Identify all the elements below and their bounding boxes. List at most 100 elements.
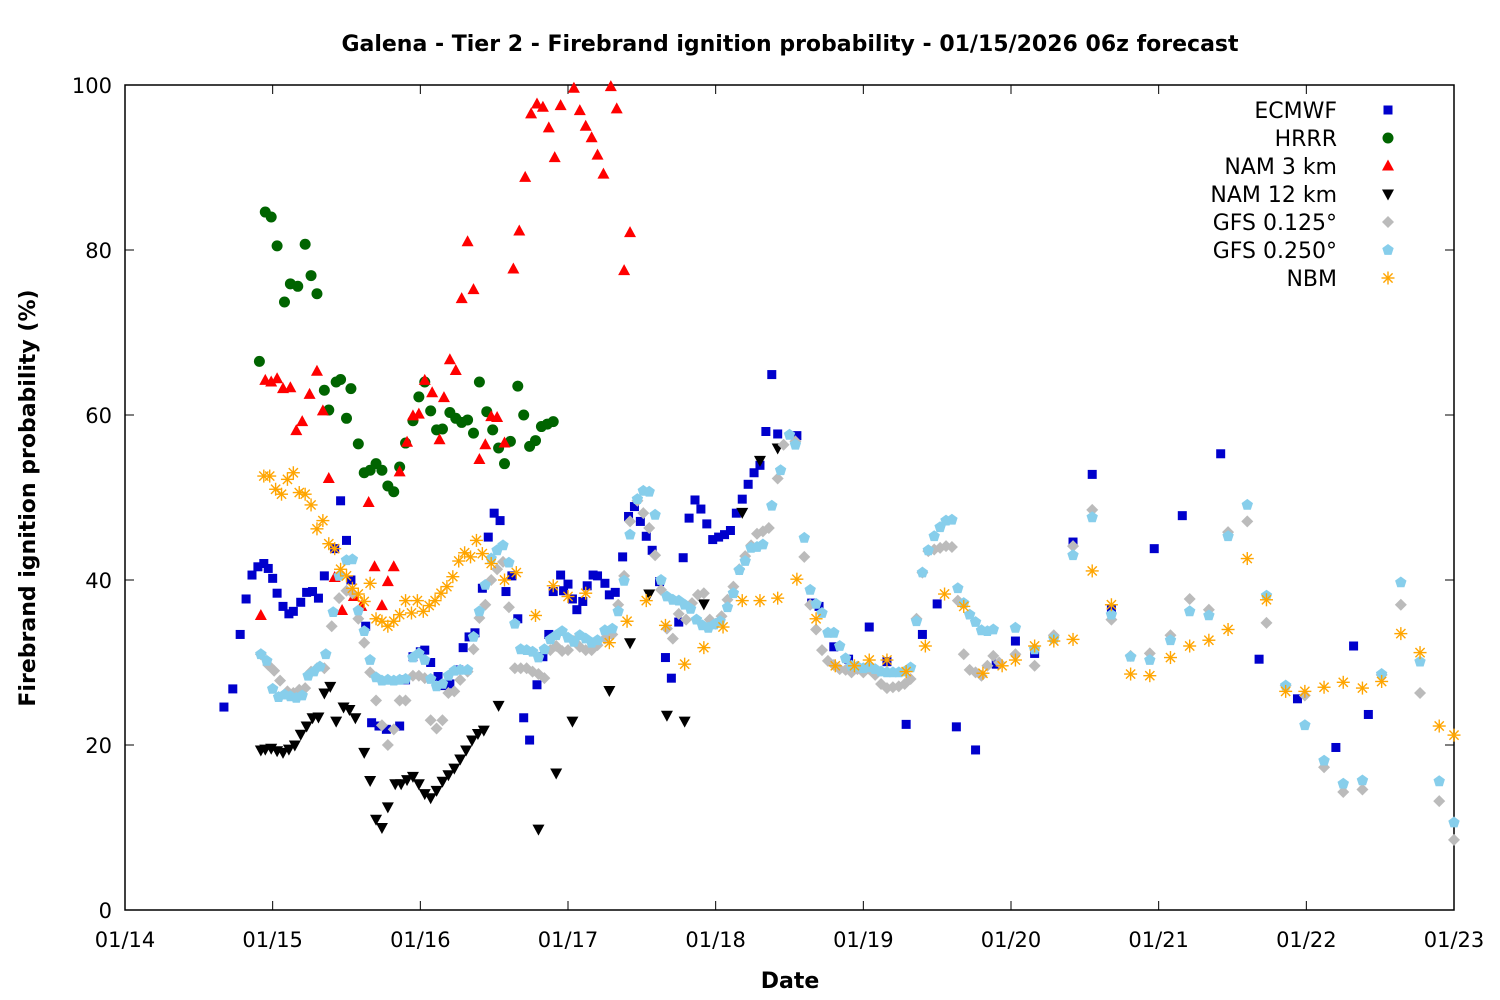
data-point xyxy=(753,455,766,467)
data-point xyxy=(643,485,655,497)
x-tick-label: 01/19 xyxy=(833,928,894,952)
data-point xyxy=(624,515,637,528)
x-tick-label: 01/23 xyxy=(1424,928,1485,952)
data-point xyxy=(399,673,412,684)
data-point xyxy=(340,569,353,583)
data-point xyxy=(1432,719,1446,733)
data-point xyxy=(735,594,749,608)
data-point xyxy=(547,416,559,428)
data-point xyxy=(1124,650,1137,662)
data-point xyxy=(910,615,923,627)
data-point xyxy=(737,494,747,504)
data-point xyxy=(880,653,894,667)
data-point xyxy=(445,679,455,689)
data-point xyxy=(430,722,443,735)
data-point xyxy=(449,363,462,375)
data-point xyxy=(674,617,684,627)
data-point xyxy=(395,721,405,731)
data-point xyxy=(563,579,573,589)
data-point xyxy=(620,614,634,628)
data-point xyxy=(561,590,575,603)
data-point xyxy=(467,427,479,439)
data-point xyxy=(358,747,371,759)
data-point xyxy=(284,381,297,393)
data-point xyxy=(839,652,852,664)
data-point xyxy=(1241,498,1253,510)
data-point xyxy=(393,608,407,622)
data-point xyxy=(1104,598,1118,612)
data-point xyxy=(498,573,512,587)
data-points xyxy=(219,80,1461,846)
data-point xyxy=(333,592,346,605)
data-point xyxy=(497,539,509,551)
data-point xyxy=(327,606,339,617)
data-point xyxy=(624,511,634,521)
data-point xyxy=(454,754,467,766)
data-point xyxy=(618,552,628,562)
data-point xyxy=(987,623,999,635)
data-point xyxy=(278,601,288,611)
data-point xyxy=(263,469,277,483)
data-point xyxy=(1183,592,1196,605)
data-point xyxy=(562,644,574,657)
data-point xyxy=(363,576,377,590)
data-point xyxy=(464,550,478,564)
data-point xyxy=(247,570,257,580)
series-nam-12-km xyxy=(254,443,784,836)
x-axis-label: Date xyxy=(761,969,820,994)
data-point xyxy=(265,375,278,387)
data-point xyxy=(483,532,493,542)
data-point xyxy=(766,499,778,511)
data-point xyxy=(399,694,412,707)
data-point xyxy=(446,570,460,584)
data-point xyxy=(495,516,505,526)
data-point xyxy=(361,621,371,631)
data-point xyxy=(774,464,787,476)
data-point xyxy=(401,775,414,787)
data-point xyxy=(357,594,371,608)
data-point xyxy=(672,607,685,620)
data-point xyxy=(678,716,691,728)
data-point xyxy=(597,167,610,179)
data-point xyxy=(804,583,816,595)
plot-area xyxy=(124,84,1455,911)
data-point xyxy=(666,673,676,683)
data-point xyxy=(783,428,796,440)
legend-marker xyxy=(1382,189,1394,201)
data-point xyxy=(358,625,370,636)
data-point xyxy=(721,601,734,613)
data-point xyxy=(731,508,741,518)
data-point xyxy=(406,771,419,783)
data-point xyxy=(981,659,994,672)
x-tick-label: 01/16 xyxy=(390,928,451,952)
data-point xyxy=(292,280,304,292)
data-point xyxy=(922,544,934,556)
data-point xyxy=(381,575,394,587)
data-point xyxy=(1241,515,1254,528)
data-point xyxy=(318,688,331,700)
data-point xyxy=(532,824,545,836)
data-point xyxy=(336,496,346,506)
data-point xyxy=(1047,634,1061,648)
data-point xyxy=(272,588,282,598)
data-point xyxy=(304,498,318,512)
data-point xyxy=(708,535,718,545)
x-tick-label: 01/21 xyxy=(1128,928,1189,952)
data-point xyxy=(424,793,437,805)
data-point xyxy=(277,747,290,759)
data-point xyxy=(1164,634,1177,646)
data-point xyxy=(1067,549,1079,561)
data-point xyxy=(311,288,323,300)
data-point xyxy=(1086,503,1099,516)
data-point xyxy=(381,739,394,751)
data-point xyxy=(461,663,474,675)
data-point xyxy=(777,438,790,451)
data-point xyxy=(556,570,566,580)
data-point xyxy=(1292,694,1302,704)
data-point xyxy=(798,531,810,543)
data-point xyxy=(294,729,307,741)
data-point xyxy=(460,745,473,757)
data-point xyxy=(393,465,406,477)
data-point xyxy=(591,634,604,646)
